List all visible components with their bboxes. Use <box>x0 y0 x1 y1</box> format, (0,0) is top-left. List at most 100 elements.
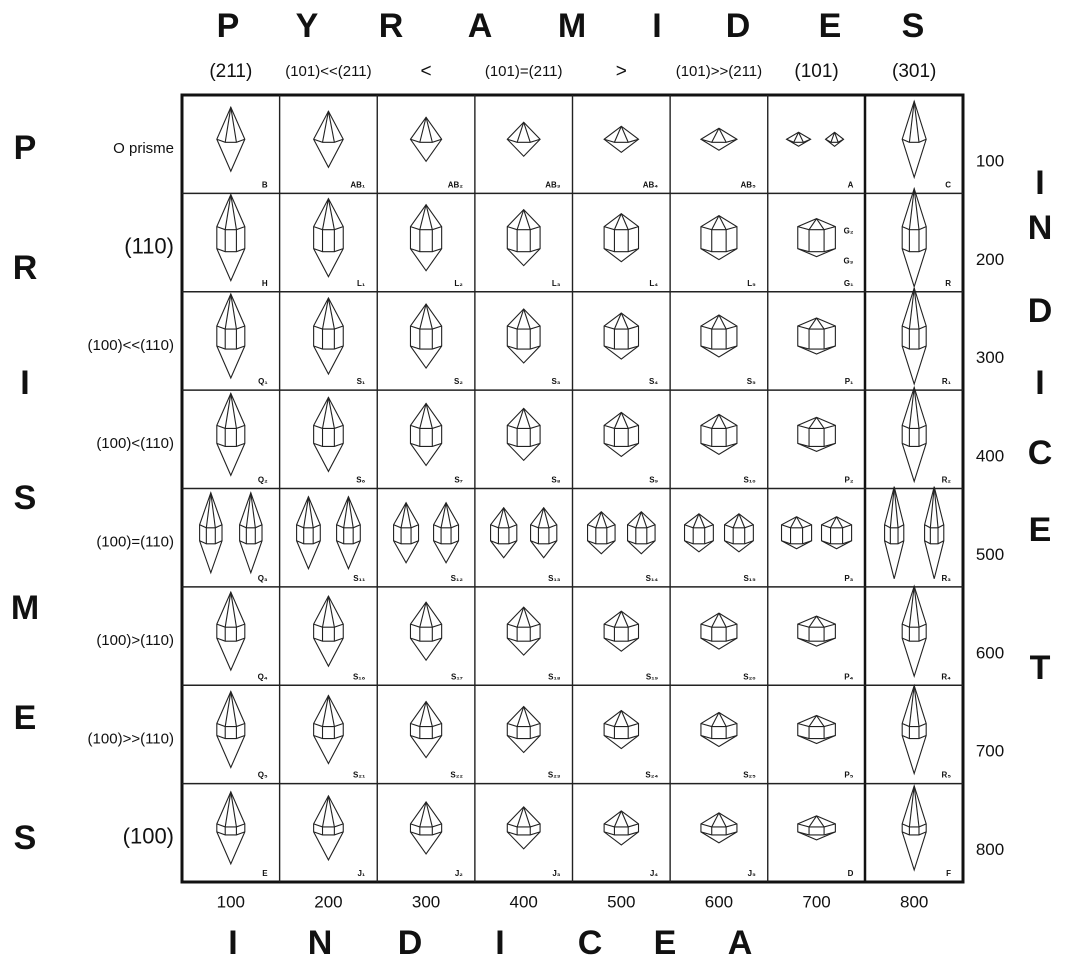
crystal-edge <box>410 823 442 828</box>
crystal-edge <box>445 502 452 528</box>
crystal-outline <box>901 683 927 776</box>
crystal-edge <box>797 442 836 447</box>
crystal-edge <box>216 637 245 642</box>
crystal-edge <box>613 126 622 143</box>
crystal-edge <box>711 314 720 330</box>
cell-label: L₄ <box>649 279 658 288</box>
title-letter: R <box>379 7 404 45</box>
cell-label: S₉ <box>649 476 658 485</box>
crystal-edge <box>230 592 237 628</box>
crystal-edge <box>836 516 844 529</box>
crystal-edge <box>313 722 344 728</box>
crystal-edge <box>224 393 232 429</box>
row-header: (100) <box>123 824 174 849</box>
crystal-edge <box>433 540 459 545</box>
cell-label: J₁ <box>357 869 365 878</box>
crystal-edge <box>901 248 927 253</box>
cell-label: R₄ <box>941 672 951 681</box>
column-header: < <box>421 61 432 82</box>
crystal-outline <box>409 700 443 759</box>
crystal-edge <box>224 293 232 330</box>
crystal-edge <box>603 248 639 253</box>
crystal-edge <box>698 513 706 528</box>
cell-label: S₁₉ <box>646 672 659 681</box>
crystal-edge <box>913 785 920 827</box>
crystal-edge <box>700 325 738 330</box>
cell-label: S₅ <box>747 377 756 386</box>
crystal-edge <box>507 831 541 836</box>
crystal-edge <box>410 442 442 447</box>
title-letter: S <box>902 7 925 45</box>
crystal-edge <box>808 715 818 727</box>
crystal-outline <box>901 186 927 289</box>
right-index: 100 <box>976 151 1004 170</box>
crystal-edge <box>901 325 927 330</box>
crystal-edge <box>230 691 237 727</box>
cell-label: L₁ <box>357 279 366 288</box>
crystal-edge <box>425 204 433 230</box>
crystal-edge <box>327 795 335 827</box>
crystal-edge <box>239 524 263 529</box>
crystal-edge <box>410 424 442 429</box>
bottom-letter: A <box>728 924 753 962</box>
crystal-edge <box>640 511 648 528</box>
crystal-edge <box>296 540 321 545</box>
crystal-edge <box>808 218 818 230</box>
crystal-edge <box>230 194 237 230</box>
crystal-edge <box>718 314 727 330</box>
crystal-edge <box>724 540 754 545</box>
crystal-edge <box>419 303 427 330</box>
left-letter: I <box>20 364 29 402</box>
crystal-edge <box>507 138 541 143</box>
right-index: 300 <box>976 348 1004 367</box>
cell-label: R₁ <box>942 377 952 386</box>
cell-label: A <box>848 180 854 189</box>
crystal-outline <box>296 495 321 571</box>
column-header: (101)<<(211) <box>285 63 371 80</box>
crystal-edge <box>603 623 639 628</box>
crystal-outline <box>216 690 246 769</box>
crystal-outline <box>506 705 541 754</box>
left-letter: M <box>11 589 39 627</box>
crystal-edge <box>230 107 237 143</box>
crystal-edge <box>595 511 602 528</box>
crystal-outline <box>700 612 738 650</box>
crystal-edge <box>419 801 427 828</box>
crystal-outline <box>603 312 640 360</box>
crystal-edge <box>327 198 335 230</box>
crystal-edge <box>901 424 927 429</box>
bottom-index: 700 <box>802 892 830 911</box>
crystal-edge <box>793 132 800 143</box>
cell-label: Q₅ <box>258 771 268 780</box>
crystal-edge <box>216 325 245 330</box>
cell-label: R₂ <box>942 476 952 485</box>
crystal-edge <box>797 424 836 429</box>
crystal-outline <box>506 606 541 656</box>
right-index: 500 <box>976 545 1004 564</box>
cell-label: S₁₃ <box>548 574 561 583</box>
cell-label: F <box>946 869 951 878</box>
cell-label: S₁₆ <box>353 672 366 681</box>
crystal-edge <box>393 540 419 545</box>
crystal-edge <box>587 540 616 545</box>
crystal-edge <box>419 701 427 727</box>
crystal-edge <box>797 734 836 740</box>
cell-label: J₄ <box>650 869 658 878</box>
title-letter: P <box>217 7 240 45</box>
crystal-outline <box>239 491 263 575</box>
crystal-outline <box>603 810 640 846</box>
crystal-edge <box>239 540 263 545</box>
column-header: > <box>616 61 627 82</box>
crystal-edge <box>711 712 720 727</box>
cell-label: P₂ <box>844 476 853 485</box>
cell-label: Q₂ <box>258 476 268 485</box>
right-letter: D <box>1028 292 1053 330</box>
crystal-edge <box>516 806 525 828</box>
crystal-edge <box>216 823 245 828</box>
crystal-edge <box>523 806 531 828</box>
crystal-edge <box>216 831 245 836</box>
crystal-outline <box>603 610 640 652</box>
left-letter: S <box>14 819 37 857</box>
crystal-edge <box>490 540 518 545</box>
crystal-edge <box>700 424 738 429</box>
